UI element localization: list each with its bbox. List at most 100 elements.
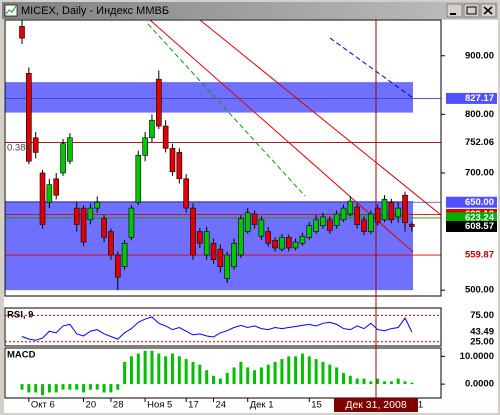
x-tick-label: 24	[216, 400, 227, 411]
x-tick-label: 15	[311, 400, 322, 411]
macd-bar	[34, 384, 38, 393]
candle-body	[231, 242, 237, 268]
x-tick-label: Ноя 5	[147, 400, 172, 411]
level-label: 559.87	[465, 250, 494, 261]
rsi-tick-label: 75.00	[470, 310, 494, 321]
macd-bar	[321, 361, 325, 385]
candle-body	[258, 219, 265, 237]
candle-body	[347, 200, 354, 215]
candle-body	[313, 219, 319, 232]
candle-body	[340, 207, 347, 221]
macd-bar	[95, 384, 99, 390]
macd-bar	[157, 353, 161, 385]
window-buttons[interactable]	[446, 3, 497, 18]
macd-bar	[164, 356, 168, 385]
candle-body	[183, 178, 189, 209]
macd-bar	[383, 381, 387, 385]
x-tick-label: 1	[418, 400, 423, 411]
candle-body	[108, 231, 114, 256]
macd-bar	[410, 382, 414, 385]
last-price-bg	[446, 221, 497, 233]
candle-body	[292, 241, 299, 249]
macd-label: MACD	[7, 350, 36, 361]
y-tick-label: 800.00	[465, 109, 494, 120]
candle-body	[114, 254, 121, 278]
candle-body	[67, 137, 73, 162]
candle-body	[121, 242, 128, 268]
candle-body	[354, 206, 360, 225]
candle-body	[395, 207, 402, 218]
candle-body	[306, 225, 313, 238]
window-icon-glyph	[5, 5, 17, 15]
candle-body	[238, 218, 244, 256]
macd-bar	[212, 375, 216, 385]
candle-body	[279, 237, 285, 250]
rsi-label: RSI, 9	[7, 310, 33, 321]
candle-body	[53, 178, 60, 196]
trend-line	[329, 37, 414, 99]
candle-body	[388, 201, 395, 221]
minimize-button[interactable]	[446, 3, 463, 18]
last-price-label: 608.57	[465, 221, 494, 232]
macd-bar	[341, 373, 345, 385]
macd-bar	[75, 384, 79, 390]
macd-bar	[403, 381, 407, 385]
candle-body	[210, 242, 217, 260]
level-label-bg	[446, 249, 497, 261]
candle-body	[19, 26, 25, 39]
macd-bar	[328, 364, 332, 385]
rsi-last-label: 43.49	[470, 327, 494, 338]
candle-body	[299, 235, 306, 244]
fib-label: 0.382	[7, 143, 31, 154]
candle-body	[32, 137, 39, 153]
candle-body	[361, 219, 367, 232]
macd-bar	[129, 356, 133, 385]
macd-bar	[47, 384, 51, 393]
candle-body	[197, 231, 203, 244]
candle-body	[60, 143, 66, 174]
candle-body	[224, 254, 230, 279]
candle-body	[203, 231, 210, 256]
candle-body	[142, 137, 148, 156]
candle-body	[94, 201, 101, 209]
candle-body	[128, 207, 135, 238]
window-icon	[4, 4, 18, 17]
rsi-tick-label: 25.00	[470, 336, 494, 347]
macd-bar	[109, 384, 113, 393]
macd-bar	[198, 364, 202, 385]
macd-bar	[27, 384, 31, 393]
macd-bar	[184, 359, 188, 385]
maximize-button[interactable]	[463, 3, 480, 18]
rsi-line	[21, 316, 413, 341]
macd-bar	[280, 359, 284, 385]
candle-body	[156, 78, 162, 127]
macd-bar	[136, 353, 140, 385]
macd-bar	[314, 359, 318, 385]
level-label: 827.17	[465, 93, 494, 104]
macd-bar	[300, 353, 304, 385]
macd-bar	[20, 384, 24, 390]
maximize-glyph	[466, 6, 477, 15]
macd-bar	[239, 361, 243, 385]
macd-bar	[376, 378, 380, 385]
macd-bar	[177, 356, 181, 385]
candle-body	[169, 148, 176, 173]
candle-body	[162, 125, 169, 149]
level-label-bg	[446, 196, 497, 208]
macd-bar	[294, 356, 298, 385]
y-tick-label: 900.00	[465, 50, 494, 61]
main-panel-border	[4, 19, 442, 297]
macd-bar	[273, 361, 277, 385]
candle-body	[272, 240, 278, 249]
x-tick-label: Дек 1	[250, 400, 274, 411]
candle-body	[402, 194, 408, 224]
trend-line	[147, 23, 306, 197]
candle-body	[80, 207, 87, 243]
candle-body	[374, 207, 381, 223]
macd-bar	[205, 370, 209, 385]
crosshair-label: Дек 31, 2008	[345, 399, 406, 411]
macd-bar	[259, 367, 263, 385]
level-label: 623.24	[465, 212, 495, 223]
candle-body	[333, 213, 340, 226]
